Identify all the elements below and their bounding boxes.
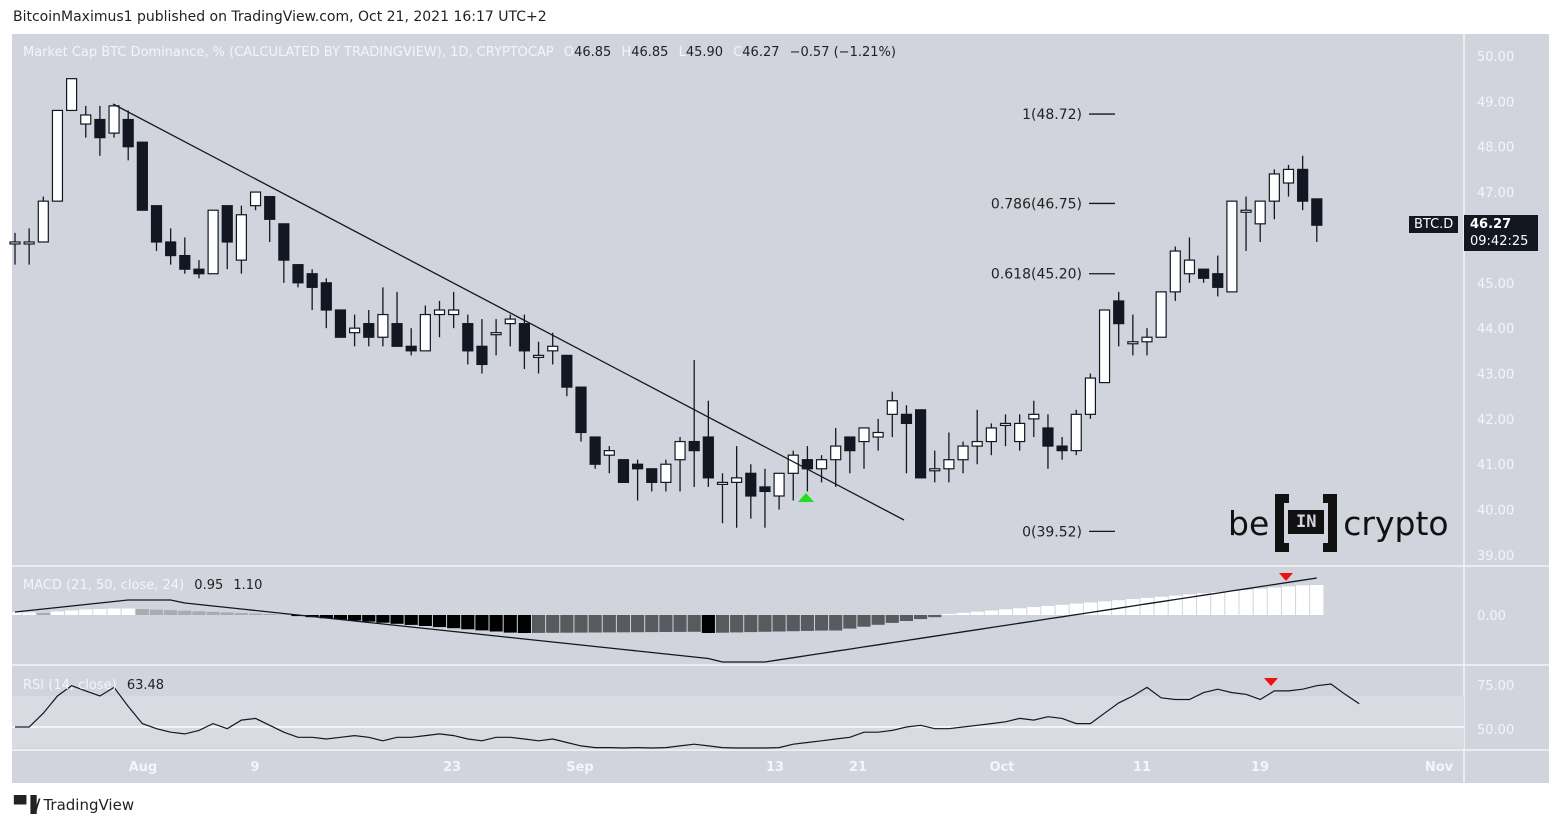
close-value: 46.27 <box>742 45 780 60</box>
svg-text:23: 23 <box>443 760 461 775</box>
svg-text:0(39.52): 0(39.52) <box>1022 524 1082 540</box>
svg-text:75.00: 75.00 <box>1477 679 1514 694</box>
svg-text:0.786(46.75): 0.786(46.75) <box>991 196 1082 212</box>
macd-value: 0.95 <box>194 578 224 593</box>
svg-text:48.00: 48.00 <box>1477 141 1514 156</box>
bar-countdown: 09:42:25 <box>1470 234 1529 249</box>
last-price-tag: 46.27 09:42:25 <box>1464 215 1538 251</box>
svg-text:42.00: 42.00 <box>1477 413 1514 428</box>
svg-text:47.00: 47.00 <box>1477 186 1514 201</box>
macd-signal-value: 1.10 <box>233 578 263 593</box>
svg-text:11: 11 <box>1133 760 1151 775</box>
svg-text:50.00: 50.00 <box>1477 723 1514 738</box>
svg-text:Oct: Oct <box>990 760 1015 775</box>
svg-text:Nov: Nov <box>1425 760 1454 775</box>
rsi-value: 63.48 <box>126 678 165 693</box>
rsi-legend: RSI (14, close) 63.48 <box>23 678 165 693</box>
svg-text:43.00: 43.00 <box>1477 368 1514 383</box>
svg-text:Sep: Sep <box>566 760 594 775</box>
svg-text:39.00: 39.00 <box>1477 549 1514 564</box>
high-value: 46.85 <box>631 45 669 60</box>
macd-legend: MACD (21, 50, close, 24) 0.95 1.10 <box>23 578 263 593</box>
svg-text:49.00: 49.00 <box>1477 95 1514 110</box>
svg-text:45.00: 45.00 <box>1477 277 1514 292</box>
svg-text:44.00: 44.00 <box>1477 322 1514 337</box>
fib-levels[interactable]: 1(48.72) 0.786(46.75) 0.618(45.20) 0(39.52) <box>991 107 1115 540</box>
candlestick-series <box>9 78 1323 528</box>
rsi-sell-signal-icon <box>1264 678 1278 686</box>
time-axis[interactable]: Aug 9 23 Sep 13 21 Oct 11 19 Nov <box>129 760 1454 775</box>
macd-pane <box>8 573 1324 663</box>
sell-signal-icon <box>1279 573 1293 581</box>
symbol-legend: Market Cap BTC Dominance, % (CALCULATED … <box>23 45 896 60</box>
svg-text:41.00: 41.00 <box>1477 458 1514 473</box>
svg-text:9: 9 <box>250 760 259 775</box>
tradingview-logo-icon: ▀▐/ <box>14 795 40 814</box>
open-value: 46.85 <box>574 45 612 60</box>
change-value: −0.57 (−1.21%) <box>789 45 896 60</box>
last-price: 46.27 <box>1470 217 1512 232</box>
svg-text:1(48.72): 1(48.72) <box>1022 107 1082 123</box>
chart-frame[interactable] <box>12 34 1549 783</box>
low-value: 45.90 <box>685 45 724 60</box>
svg-text:19: 19 <box>1251 760 1269 775</box>
price-axis[interactable]: 50.00 49.00 48.00 47.00 45.00 44.00 43.00 42.00… <box>1477 50 1514 738</box>
footer-brand[interactable]: TradingView <box>43 795 135 814</box>
symbol-tag: BTC.D <box>1409 216 1459 233</box>
buy-signal-icon <box>798 493 814 502</box>
bracket-logo-icon: IN <box>1275 494 1338 552</box>
svg-text:50.00: 50.00 <box>1477 50 1514 65</box>
symbol-description: Market Cap BTC Dominance, % (CALCULATED … <box>23 45 554 60</box>
rsi-pane <box>15 678 1360 749</box>
svg-text:0.00: 0.00 <box>1477 609 1506 624</box>
footer: ▀▐/ TradingView <box>14 795 134 814</box>
svg-text:0.618(45.20): 0.618(45.20) <box>991 267 1082 283</box>
trendline[interactable] <box>112 103 905 521</box>
svg-text:Aug: Aug <box>129 760 158 775</box>
publisher-line: BitcoinMaximus1 published on TradingView… <box>13 9 547 25</box>
rsi-band <box>12 696 1464 748</box>
beincrypto-watermark: be IN crypto <box>1228 494 1449 552</box>
svg-text:13: 13 <box>766 760 784 775</box>
svg-text:21: 21 <box>849 760 867 775</box>
svg-text:40.00: 40.00 <box>1477 504 1514 519</box>
